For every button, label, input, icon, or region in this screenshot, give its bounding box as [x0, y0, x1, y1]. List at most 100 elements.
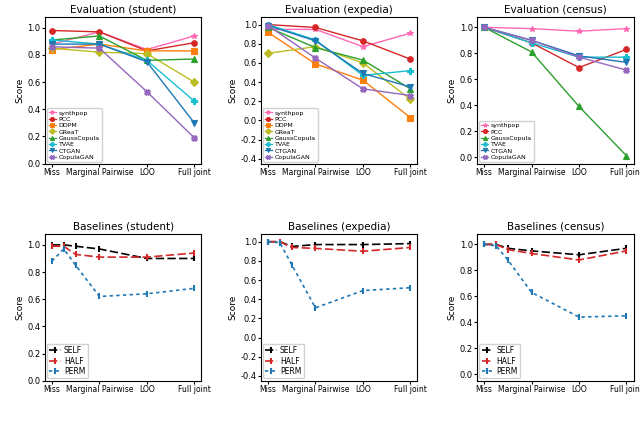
GReaT [143, 51, 150, 56]
HALF [504, 247, 512, 252]
Line: HALF: HALF [49, 243, 198, 261]
SELF [276, 239, 284, 244]
CopulaGAN [264, 23, 272, 28]
SELF [492, 242, 500, 247]
Legend: synthpop, PCC, GaussCopula, TVAE, CTGAN, CopulaGAN: synthpop, PCC, GaussCopula, TVAE, CTGAN,… [479, 121, 534, 162]
Line: GaussCopula: GaussCopula [265, 25, 413, 92]
DDPM [359, 78, 367, 83]
SELF [60, 242, 68, 247]
PERM [492, 243, 500, 248]
DDPM [406, 115, 414, 120]
PERM [264, 239, 272, 244]
GaussCopula [48, 38, 56, 43]
SELF [504, 246, 512, 251]
GaussCopula [191, 57, 198, 62]
Legend: SELF, HALF, PERM: SELF, HALF, PERM [263, 344, 303, 379]
PERM [288, 262, 296, 267]
HALF [623, 248, 630, 253]
Y-axis label: Score: Score [448, 295, 457, 320]
SELF [359, 242, 367, 247]
GReaT [191, 80, 198, 85]
CTGAN [312, 38, 319, 44]
Title: Evaluation (expedia): Evaluation (expedia) [285, 5, 393, 15]
Line: CTGAN: CTGAN [265, 23, 413, 90]
Line: PERM: PERM [481, 241, 630, 321]
Line: HALF: HALF [481, 241, 630, 264]
Line: synthpop: synthpop [481, 25, 629, 34]
GaussCopula [143, 58, 150, 63]
CTGAN [406, 84, 414, 89]
PERM [312, 305, 319, 310]
PERM [406, 285, 414, 290]
Line: CopulaGAN: CopulaGAN [481, 25, 629, 73]
Legend: synthpop, PCC, DDPM, GReaT, GaussCopula, TVAE, CTGAN, CopulaGAN: synthpop, PCC, DDPM, GReaT, GaussCopula,… [47, 108, 102, 162]
GReaT [48, 46, 56, 51]
Line: TVAE: TVAE [481, 25, 629, 60]
Title: Baselines (expedia): Baselines (expedia) [288, 222, 390, 232]
Line: GReaT: GReaT [265, 44, 413, 102]
synthpop [528, 26, 536, 31]
CTGAN [528, 38, 536, 43]
SELF [191, 256, 198, 261]
TVAE [623, 55, 630, 60]
CTGAN [191, 120, 198, 125]
GaussCopula [264, 25, 272, 30]
SELF [480, 242, 488, 247]
synthpop [480, 25, 488, 30]
HALF [492, 242, 500, 247]
CTGAN [623, 60, 630, 65]
Line: PCC: PCC [481, 25, 629, 70]
TVAE [264, 22, 272, 27]
CTGAN [95, 41, 103, 47]
GReaT [264, 51, 272, 56]
HALF [288, 245, 296, 250]
GaussCopula [359, 58, 367, 63]
GaussCopula [528, 49, 536, 55]
TVAE [312, 37, 319, 42]
Line: synthpop: synthpop [265, 27, 413, 49]
PERM [276, 240, 284, 245]
Line: TVAE: TVAE [49, 37, 197, 104]
DDPM [95, 41, 103, 47]
Line: DDPM: DDPM [49, 41, 197, 54]
GaussCopula [312, 45, 319, 50]
SELF [264, 239, 272, 244]
CTGAN [575, 53, 583, 58]
HALF [575, 258, 583, 263]
synthpop [95, 29, 103, 34]
Line: synthpop: synthpop [49, 29, 197, 52]
PCC [48, 28, 56, 33]
HALF [312, 246, 319, 251]
GaussCopula [480, 25, 488, 30]
SELF [406, 241, 414, 246]
synthpop [406, 31, 414, 36]
Y-axis label: Score: Score [15, 295, 24, 320]
Line: CTGAN: CTGAN [481, 25, 629, 65]
TVAE [406, 68, 414, 73]
Title: Baselines (student): Baselines (student) [72, 222, 173, 232]
PERM [72, 263, 79, 268]
Y-axis label: Score: Score [229, 77, 238, 103]
CopulaGAN [406, 93, 414, 98]
Line: CopulaGAN: CopulaGAN [265, 23, 413, 98]
HALF [48, 244, 56, 249]
CopulaGAN [143, 89, 150, 94]
PERM [359, 288, 367, 293]
Legend: SELF, HALF, PERM: SELF, HALF, PERM [479, 344, 520, 379]
PERM [504, 258, 512, 263]
Line: PCC: PCC [49, 28, 197, 54]
SELF [312, 242, 319, 247]
CTGAN [264, 23, 272, 28]
SELF [623, 246, 630, 251]
HALF [480, 242, 488, 247]
synthpop [48, 41, 56, 47]
Line: GReaT: GReaT [49, 45, 197, 85]
PCC [406, 57, 414, 62]
PCC [359, 38, 367, 44]
HALF [528, 251, 536, 256]
PCC [264, 22, 272, 27]
HALF [264, 239, 272, 244]
Line: PERM: PERM [264, 238, 414, 311]
GaussCopula [95, 33, 103, 38]
TVAE [143, 58, 150, 63]
